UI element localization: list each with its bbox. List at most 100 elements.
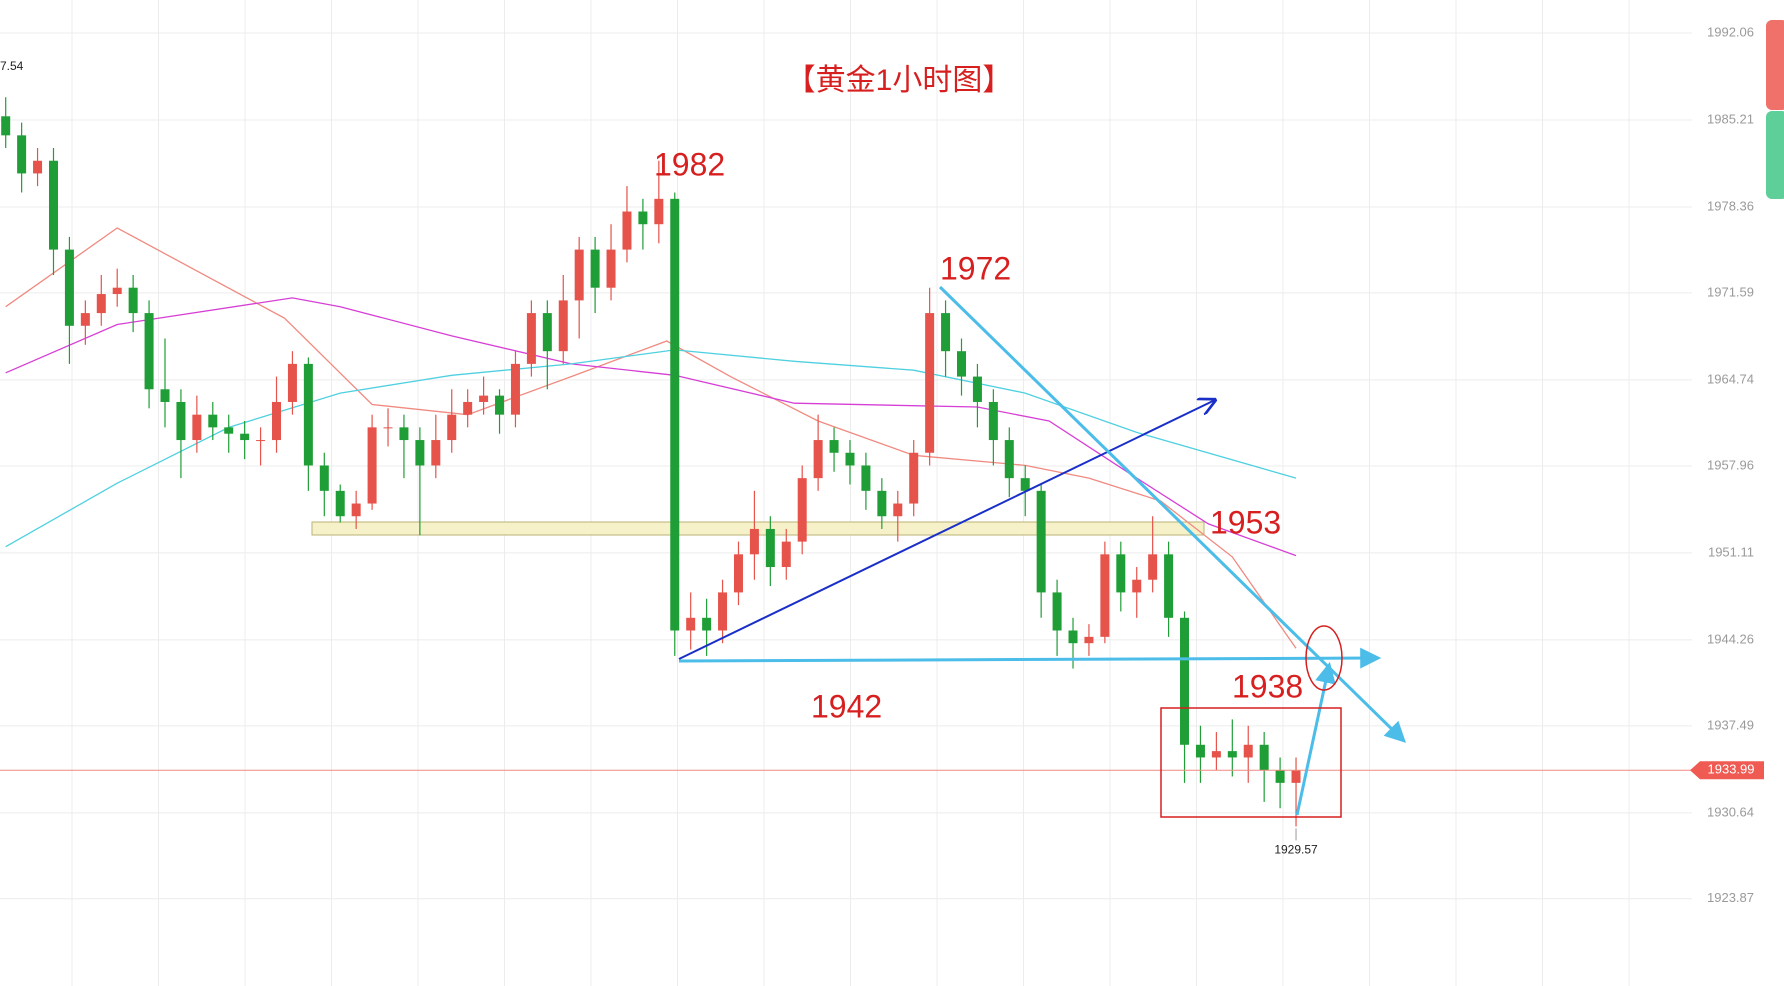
candle-body: [972, 376, 982, 402]
candle-body: [670, 198, 680, 631]
annotation: 1982: [654, 146, 725, 182]
candle-body: [909, 452, 919, 504]
candle-body: [1132, 579, 1142, 593]
last-price-tag: [1690, 761, 1764, 780]
candle-body: [80, 313, 90, 326]
candle-body: [48, 160, 58, 250]
candle-body: [925, 313, 935, 453]
annotation: 1972: [940, 250, 1011, 286]
trend-line: [678, 400, 1215, 660]
candle-body: [64, 249, 74, 326]
candle-body: [335, 490, 345, 517]
candle-body: [1020, 478, 1030, 491]
candle-body: [877, 490, 887, 517]
candle-body: [542, 313, 552, 352]
downtrend-arrow: [938, 285, 1407, 743]
annotation: 1942: [811, 688, 882, 724]
candle-body: [590, 249, 600, 288]
annotation: 1938: [1232, 668, 1303, 704]
candle-body: [654, 198, 664, 225]
candle-body: [638, 211, 648, 225]
candle-body: [208, 414, 218, 428]
candle-body: [988, 401, 998, 441]
y-tick-label: 1971.59: [1707, 284, 1754, 299]
candle-body: [781, 541, 791, 568]
candle-body: [112, 287, 122, 295]
candle-body: [256, 440, 266, 442]
candle-body: [17, 135, 27, 174]
candle-body: [941, 313, 951, 352]
candle-body: [526, 313, 536, 364]
candle-body: [861, 465, 871, 491]
y-tick-label: 1944.26: [1707, 631, 1754, 646]
rebound-arrow: [1295, 661, 1336, 816]
candle-body: [1068, 630, 1078, 644]
candle-body: [829, 440, 839, 453]
candle-body: [1291, 770, 1301, 783]
vertical-grid: [71, 0, 1630, 986]
candle-body: [240, 433, 250, 441]
buy-button[interactable]: [1766, 111, 1784, 199]
y-tick-label: 1923.87: [1707, 890, 1754, 905]
target-circle: [1305, 625, 1343, 691]
sell-button[interactable]: [1766, 20, 1784, 110]
candle-body: [1211, 751, 1221, 758]
candle-body: [893, 503, 903, 517]
candle-body: [144, 313, 154, 390]
candle-body: [957, 351, 966, 377]
candle-body: [383, 427, 393, 429]
candle-body: [287, 363, 297, 402]
candle-body: [319, 465, 329, 491]
candle-body: [1004, 440, 1014, 479]
y-tick-label: 1930.64: [1707, 804, 1754, 819]
candle-body: [558, 300, 568, 352]
candle-body: [749, 528, 759, 555]
candle-body: [1164, 554, 1174, 618]
candle-body: [495, 395, 505, 415]
moving-average: [5, 227, 1297, 649]
candle-body: [399, 427, 409, 441]
candle-body: [431, 440, 441, 466]
candle-body: [1180, 617, 1190, 745]
support-arrow: [678, 647, 1382, 669]
candle-body: [1036, 490, 1046, 593]
candle-body: [1227, 751, 1237, 758]
candle-body: [128, 287, 138, 314]
candle-body: [1148, 554, 1158, 580]
candle-body: [351, 503, 361, 517]
candle-body: [813, 440, 823, 479]
candle-body: [1116, 554, 1126, 593]
candle-body: [1195, 744, 1205, 758]
candle-body: [1084, 636, 1094, 644]
candle-body: [702, 617, 712, 631]
y-tick-label: 1951.11: [1708, 544, 1754, 559]
y-tick-label: 1957.96: [1707, 457, 1754, 472]
range-box: [1160, 707, 1342, 818]
candle-body: [686, 617, 696, 631]
candle-body: [1052, 592, 1062, 631]
candle-body: [1100, 554, 1110, 637]
candle-body: [447, 414, 457, 441]
y-tick-label: 1985.21: [1707, 111, 1754, 126]
candle-body: [224, 427, 234, 434]
y-tick-label: 1992.06: [1707, 24, 1754, 39]
y-tick-label: 1964.74: [1707, 371, 1754, 386]
candle-body: [1275, 770, 1285, 783]
candle-body: [733, 554, 743, 593]
candle-body: [303, 363, 313, 466]
candle-body: [718, 592, 728, 631]
candle-body: [1259, 744, 1269, 771]
candle-body: [765, 528, 775, 568]
candle-body: [415, 440, 425, 466]
annotation: 1953: [1210, 504, 1281, 540]
candle-body: [272, 401, 282, 441]
candle-body: [622, 211, 632, 250]
candle-body: [845, 452, 855, 466]
candle-body: [192, 414, 202, 441]
candle-body: [797, 478, 807, 542]
candle-body: [367, 427, 377, 504]
candle-body: [1243, 744, 1253, 758]
candle-body: [33, 160, 43, 174]
moving-average: [5, 349, 1297, 548]
